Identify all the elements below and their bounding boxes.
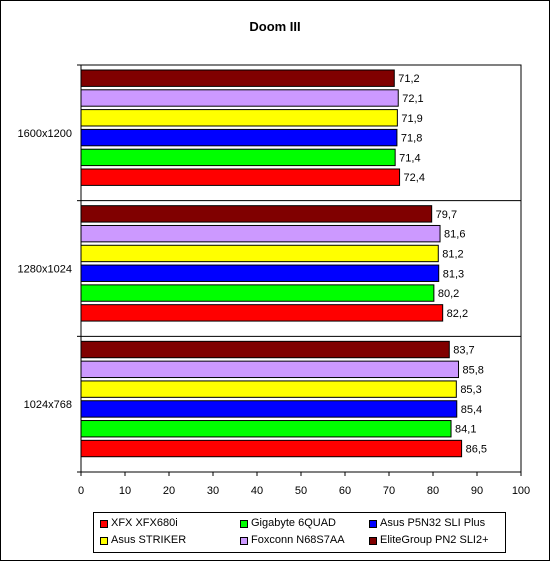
- data-label: 72,1: [402, 93, 423, 105]
- bar: [80, 109, 398, 127]
- bar: [80, 304, 444, 322]
- data-label: 71,8: [401, 133, 422, 145]
- x-tick-label: 50: [295, 485, 307, 497]
- x-tick-label: 10: [119, 485, 131, 497]
- x-tick-label: 70: [383, 485, 395, 497]
- bar: [80, 360, 460, 379]
- legend-label: Foxconn N68S7AA: [251, 534, 345, 546]
- bar: [80, 69, 395, 87]
- data-label: 86,5: [466, 444, 487, 456]
- x-tick-label: 100: [512, 485, 530, 497]
- legend-swatch: [100, 520, 108, 528]
- x-tick-label: 30: [207, 485, 219, 497]
- bar: [80, 148, 396, 167]
- category-label: 1024x768: [24, 399, 72, 411]
- category-label: 1600x1200: [18, 128, 72, 140]
- data-label: 82,2: [447, 308, 468, 320]
- legend-swatch: [240, 537, 248, 545]
- legend-label: Asus P5N32 SLI Plus: [380, 517, 486, 529]
- legend-swatch: [100, 537, 108, 545]
- bar-chart: 71,2 72,1 71,9 71,8 71,4 72,4 1600x1200 79,7 81,…: [18, 64, 530, 497]
- bar: [80, 284, 435, 302]
- bar: [80, 340, 450, 359]
- x-tick-label: 80: [427, 485, 439, 497]
- bar: [80, 400, 458, 418]
- bar: [80, 244, 439, 263]
- legend-label: Gigabyte 6QUAD: [251, 517, 336, 529]
- bar: [80, 168, 401, 186]
- x-tick-label: 0: [78, 485, 84, 497]
- data-label: 80,2: [438, 288, 459, 300]
- bar: [80, 205, 433, 223]
- data-label: 72,4: [404, 172, 425, 184]
- data-label: 79,7: [436, 209, 457, 221]
- data-label: 71,2: [398, 73, 419, 85]
- data-label: 81,2: [442, 248, 463, 260]
- bar: [80, 264, 440, 282]
- data-label: 71,9: [401, 113, 422, 125]
- legend-swatch: [369, 537, 377, 545]
- legend-label: Asus STRIKER: [111, 534, 187, 546]
- legend-swatch: [240, 520, 248, 528]
- bar: [80, 380, 457, 398]
- x-tick-label: 20: [163, 485, 175, 497]
- x-tick-label: 90: [471, 485, 483, 497]
- data-label: 84,1: [455, 424, 476, 436]
- category-label: 1280x1024: [18, 264, 72, 276]
- data-label: 83,7: [453, 345, 474, 357]
- bar: [80, 128, 398, 147]
- bar: [80, 420, 452, 438]
- data-label: 71,4: [399, 152, 420, 164]
- data-label: 85,4: [461, 404, 482, 416]
- bar: [80, 224, 441, 243]
- data-label: 85,8: [463, 364, 484, 376]
- x-tick-label: 60: [339, 485, 351, 497]
- bar: [80, 89, 399, 107]
- data-label: 81,3: [443, 268, 464, 280]
- x-tick-label: 40: [251, 485, 263, 497]
- legend-swatch: [369, 520, 377, 528]
- data-label: 85,3: [460, 384, 481, 396]
- bar: [80, 439, 463, 458]
- chart-title: Doom III: [249, 19, 301, 34]
- legend-label: XFX XFX680i: [111, 517, 178, 529]
- chart-legend: XFX XFX680i Gigabyte 6QUAD Asus P5N32 SLI …: [93, 512, 506, 553]
- legend-label: EliteGroup PN2 SLI2+: [380, 534, 489, 546]
- data-label: 81,6: [444, 229, 465, 241]
